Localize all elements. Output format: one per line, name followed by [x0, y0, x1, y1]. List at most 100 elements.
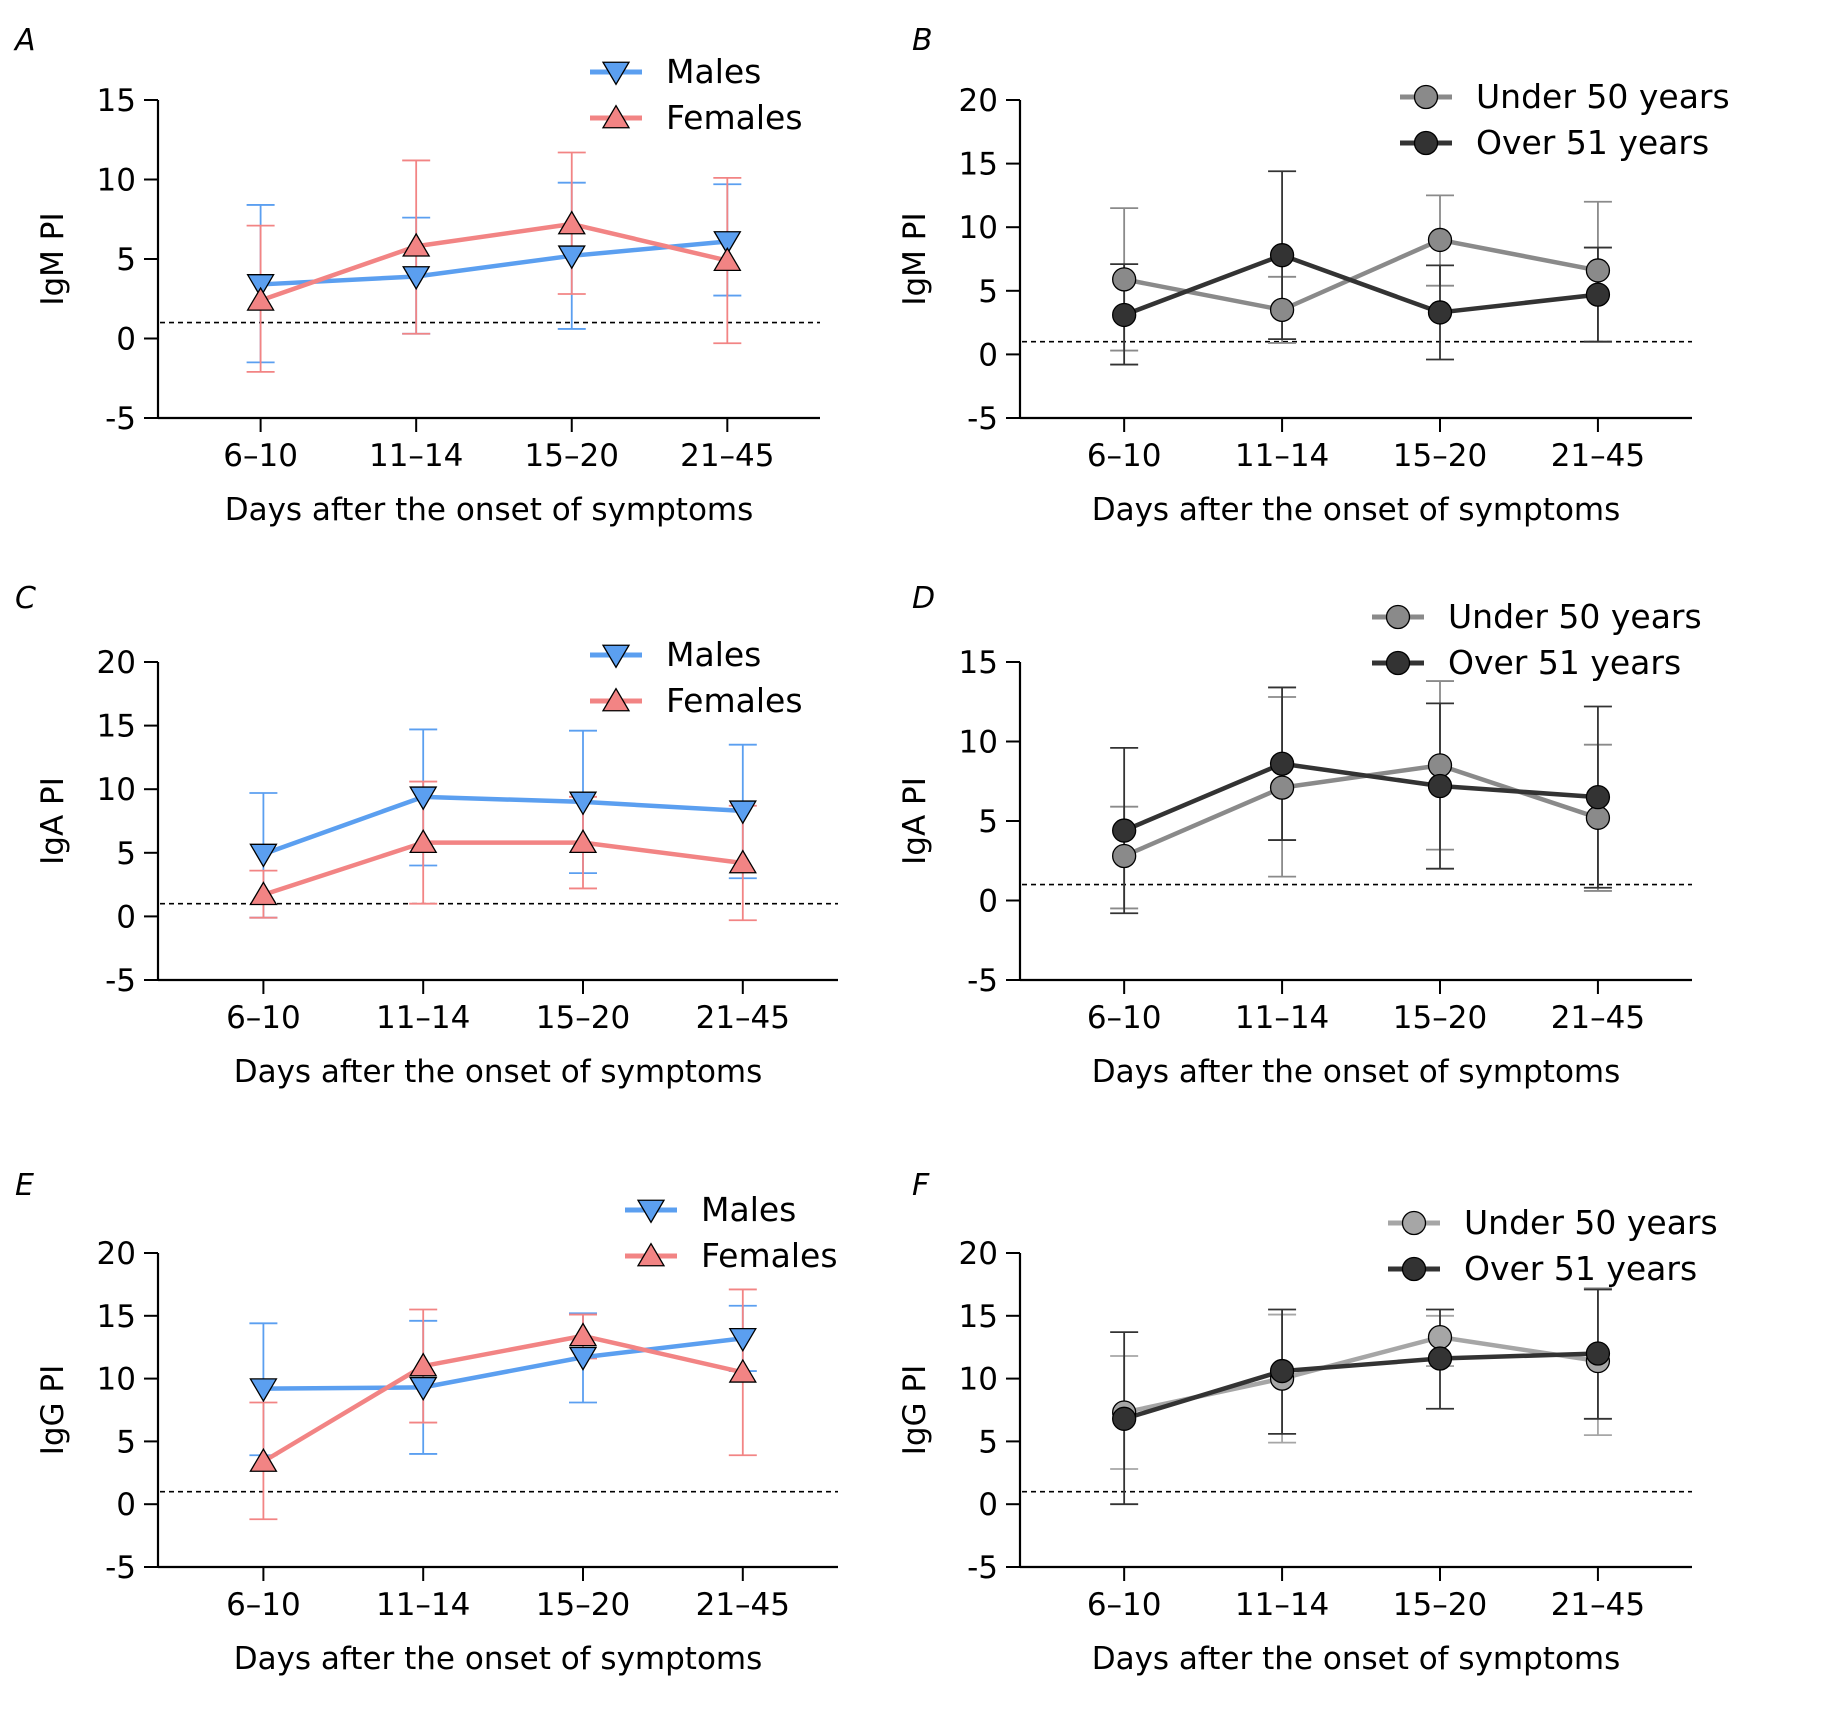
- data-point: [557, 210, 586, 235]
- y-tick-label: 10: [97, 772, 136, 808]
- x-axis-title: Days after the onset of symptoms: [234, 1641, 763, 1677]
- legend-marker: [601, 104, 631, 129]
- legend-marker: [1413, 130, 1439, 156]
- legend-label: Males: [666, 635, 761, 674]
- data-point: [728, 1358, 757, 1383]
- y-tick-label: 0: [978, 1487, 998, 1523]
- chart-panel-d: D -5 0 5 10 15 6–10 11–14 15–20 21–45 Days after t…: [897, 581, 1702, 1090]
- data-point: [246, 274, 275, 299]
- data-point: [1427, 1346, 1453, 1371]
- y-tick-label: 15: [97, 1299, 136, 1335]
- y-axis-title: IgG PI: [897, 1365, 933, 1456]
- series-line-under-50-years: [1123, 1334, 1599, 1415]
- y-tick-label: 15: [97, 83, 136, 119]
- x-axis-title: Days after the onset of symptoms: [1092, 1641, 1621, 1677]
- legend-marker: [1401, 1210, 1427, 1236]
- x-tick-label: 21–45: [1551, 438, 1645, 474]
- data-point: [728, 849, 757, 874]
- chart-panel-a: A -5 0 5 10 15 6–10 11–14 15–20 21–45 Days after t…: [13, 23, 820, 528]
- x-tick-label: 21–45: [1551, 1587, 1645, 1623]
- y-tick-label: 0: [978, 337, 998, 373]
- data-point: [713, 246, 742, 271]
- data-point: [409, 786, 438, 811]
- data-point: [402, 232, 431, 257]
- y-tick-label: 5: [116, 836, 136, 872]
- data-point: [249, 1378, 278, 1403]
- x-tick-label: 6–10: [1087, 1587, 1162, 1623]
- x-tick-label: 11–14: [369, 438, 463, 474]
- data-point: [1112, 1406, 1137, 1431]
- data-point: [568, 828, 598, 854]
- y-tick-label: -5: [105, 1550, 136, 1586]
- x-tick-label: 6–10: [1087, 1000, 1162, 1036]
- x-tick-label: 21–45: [696, 1000, 790, 1036]
- x-tick-label: 11–14: [1235, 1000, 1329, 1036]
- data-point: [1269, 775, 1295, 800]
- y-tick-label: 5: [978, 1424, 998, 1460]
- y-tick-label: 0: [116, 899, 136, 935]
- y-tick-label: 20: [959, 83, 998, 119]
- y-tick-label: 15: [959, 1299, 998, 1335]
- x-tick-label: 15–20: [536, 1000, 630, 1036]
- x-tick-label: 15–20: [1393, 1587, 1487, 1623]
- y-axis-title: IgG PI: [35, 1365, 71, 1456]
- legend-marker: [636, 1199, 666, 1224]
- y-tick-label: 10: [959, 210, 998, 246]
- data-point: [1269, 243, 1295, 268]
- x-tick-label: 6–10: [223, 438, 298, 474]
- panel-letter: C: [15, 581, 36, 616]
- legend-label: Females: [701, 1236, 838, 1275]
- data-point: [568, 1346, 598, 1371]
- data-point: [249, 843, 278, 868]
- x-tick-label: 11–14: [1235, 1587, 1329, 1623]
- data-point: [1269, 297, 1295, 323]
- legend-label: Females: [666, 681, 803, 720]
- data-point: [409, 828, 438, 854]
- data-point: [1427, 300, 1453, 325]
- x-tick-label: 21–45: [1551, 1000, 1645, 1036]
- data-point: [1585, 282, 1611, 307]
- legend-marker: [1413, 84, 1439, 110]
- series-line-males: [262, 794, 743, 857]
- y-tick-label: 0: [116, 322, 136, 358]
- y-axis-title: IgM PI: [35, 212, 71, 305]
- y-tick-label: -5: [967, 401, 998, 437]
- legend-label: Under 50 years: [1476, 77, 1730, 116]
- x-axis-title: Days after the onset of symptoms: [1092, 1054, 1621, 1090]
- x-tick-label: 11–14: [1235, 438, 1329, 474]
- x-tick-label: 21–45: [680, 438, 774, 474]
- data-point: [1427, 773, 1453, 799]
- data-point: [557, 245, 586, 270]
- data-point: [402, 266, 431, 291]
- chart-panel-c: C -5 0 5 10 15 20 6–10 11–14 15–20 21–45 Days after…: [15, 581, 838, 1090]
- y-tick-label: -5: [967, 963, 998, 999]
- y-tick-label: -5: [967, 1550, 998, 1586]
- y-tick-label: 15: [959, 147, 998, 183]
- series-line-over-51-years: [1123, 761, 1599, 833]
- data-point: [1112, 818, 1137, 843]
- y-tick-label: 20: [97, 645, 136, 681]
- series-line-females: [262, 840, 744, 897]
- legend-label: Females: [666, 98, 803, 137]
- data-point: [713, 231, 742, 256]
- y-tick-label: 10: [97, 163, 136, 199]
- legend-label: Over 51 years: [1464, 1249, 1697, 1288]
- legend-label: Over 51 years: [1448, 643, 1681, 682]
- data-point: [1427, 753, 1453, 778]
- data-point: [1269, 1358, 1295, 1384]
- series-line-over-51-years: [1123, 1351, 1598, 1421]
- series-line-males: [263, 1336, 744, 1391]
- y-tick-label: 10: [959, 1362, 998, 1398]
- x-tick-label: 11–14: [376, 1000, 470, 1036]
- y-tick-label: 5: [116, 242, 136, 278]
- legend-marker: [601, 644, 631, 669]
- y-tick-label: -5: [105, 963, 136, 999]
- legend-marker: [1385, 604, 1411, 630]
- data-point: [568, 1322, 598, 1347]
- legend-marker: [601, 61, 631, 86]
- x-tick-label: 21–45: [696, 1587, 790, 1623]
- data-point: [246, 286, 275, 311]
- data-point: [1112, 267, 1137, 292]
- legend-marker: [601, 687, 631, 712]
- x-tick-label: 15–20: [1393, 438, 1487, 474]
